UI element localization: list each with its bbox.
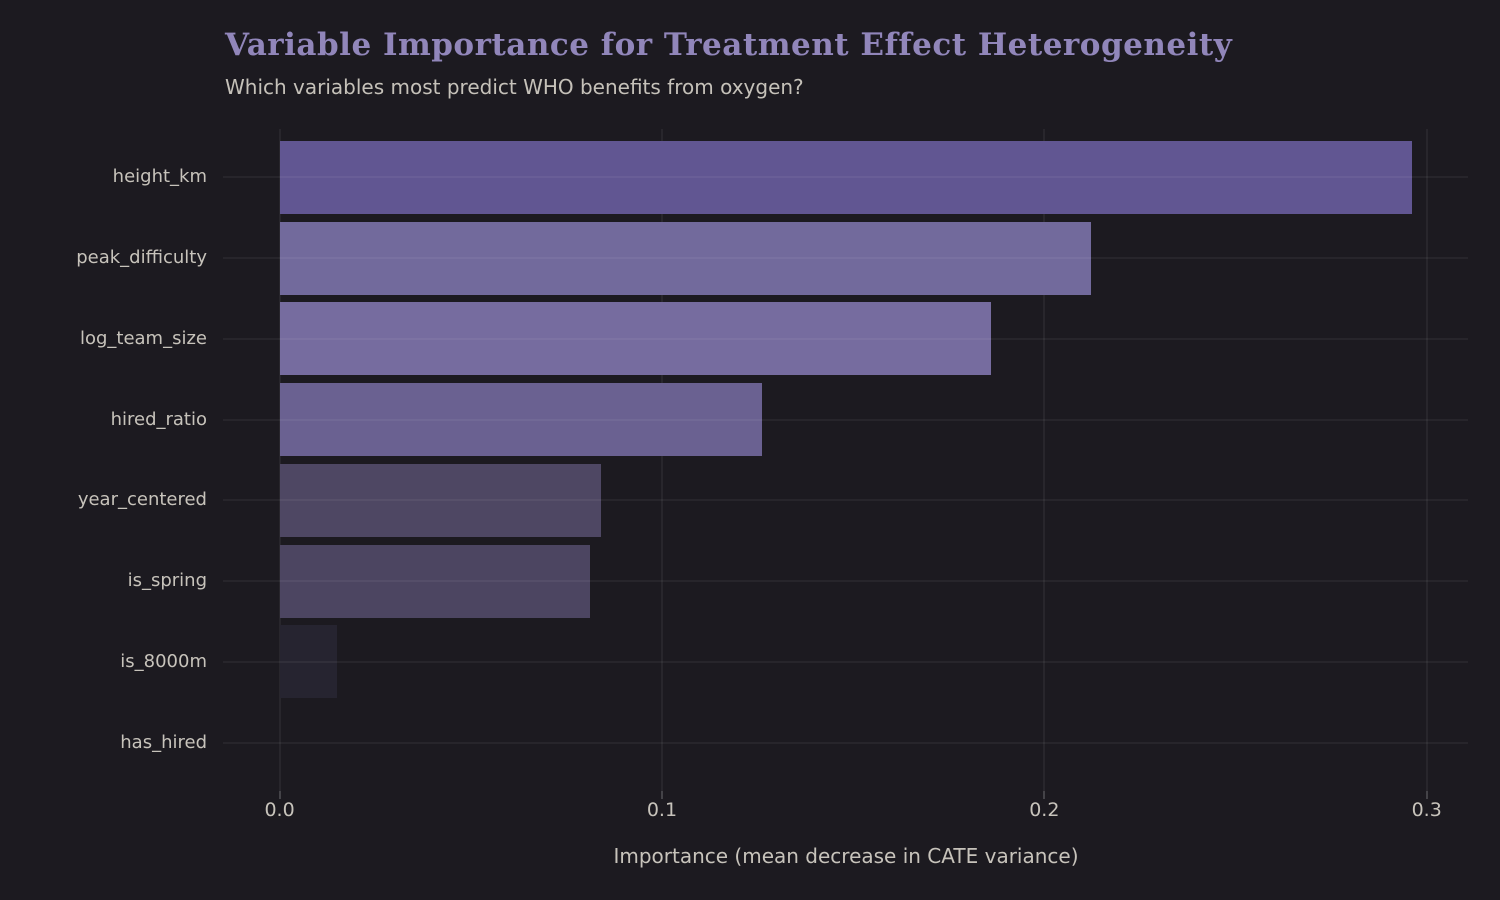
x-tick-label-0.1: 0.1	[646, 799, 678, 821]
y-axis-label-has_hired: has_hired	[120, 732, 207, 753]
gridline-y-log_team_size	[223, 337, 1468, 340]
x-tick-mark-0.3	[1425, 791, 1428, 799]
bar-height_km	[279, 141, 1412, 214]
y-axis-label-height_km: height_km	[112, 166, 207, 187]
bar-is_8000m	[279, 625, 337, 698]
chart-title: Variable Importance for Treatment Effect…	[225, 27, 1233, 63]
plot-area	[223, 129, 1468, 791]
y-axis-label-is_spring: is_spring	[127, 570, 207, 591]
bar-year_centered	[279, 464, 601, 537]
gridline-y-peak_difficulty	[223, 257, 1468, 260]
gridline-y-hired_ratio	[223, 418, 1468, 421]
y-axis-label-year_centered: year_centered	[77, 489, 207, 510]
gridline-x-0.3	[1425, 129, 1428, 791]
x-axis-title: Importance (mean decrease in CATE varian…	[613, 844, 1079, 868]
bar-log_team_size	[279, 302, 991, 375]
x-tick-mark-0.0	[278, 791, 281, 799]
bar-hired_ratio	[279, 383, 762, 456]
y-axis-label-is_8000m: is_8000m	[120, 651, 207, 672]
y-axis-label-log_team_size: log_team_size	[79, 328, 207, 349]
chart-subtitle: Which variables most predict WHO benefit…	[225, 75, 804, 99]
x-tick-label-0.3: 0.3	[1411, 799, 1442, 821]
gridline-x-0.2	[1043, 129, 1046, 791]
x-tick-mark-0.2	[1043, 791, 1046, 799]
gridline-y-is_spring	[223, 580, 1468, 583]
gridline-y-year_centered	[223, 499, 1468, 502]
gridline-y-has_hired	[223, 741, 1468, 744]
bar-is_spring	[279, 545, 590, 618]
gridline-y-is_8000m	[223, 660, 1468, 663]
gridline-x-0.0	[278, 129, 281, 791]
y-axis-label-hired_ratio: hired_ratio	[110, 409, 207, 430]
x-tick-mark-0.1	[660, 791, 663, 799]
gridline-x-0.1	[660, 129, 663, 791]
y-axis-label-peak_difficulty: peak_difficulty	[76, 247, 207, 268]
x-tick-label-0.0: 0.0	[264, 799, 295, 821]
bar-peak_difficulty	[279, 222, 1091, 295]
x-tick-label-0.2: 0.2	[1029, 799, 1060, 821]
gridline-y-height_km	[223, 176, 1468, 179]
